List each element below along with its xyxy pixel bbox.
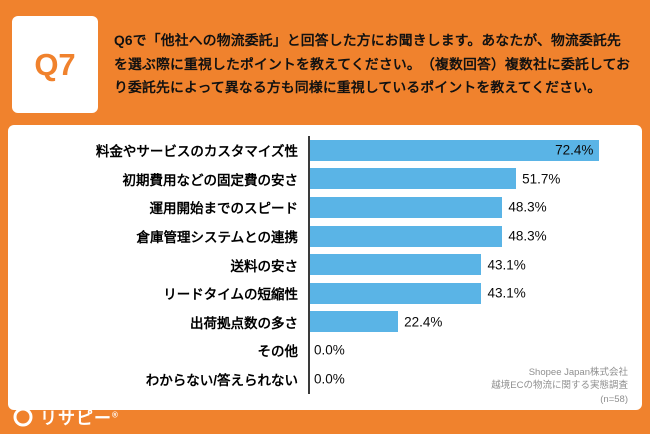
chart-row: 運用開始までのスピード 48.3% bbox=[8, 193, 630, 222]
chart-rows: 料金やサービスのカスタマイズ性 72.4% 初期費用などの固定費の安さ 51.7% 運用… bbox=[8, 136, 630, 393]
bar bbox=[308, 168, 517, 190]
question-number: Q7 bbox=[34, 46, 76, 82]
category-label: 料金やサービスのカスタマイズ性 bbox=[95, 144, 298, 160]
source-line-2: 越境ECの物流に関する実態調査 bbox=[491, 380, 628, 392]
value-label: 43.1% bbox=[487, 257, 526, 273]
bar bbox=[308, 254, 482, 276]
question-text: Q6で「他社への物流委託」と回答した方にお聞きします。あなたが、物流委託先を選ぶ… bbox=[114, 32, 631, 96]
category-label: その他 bbox=[257, 344, 299, 360]
value-label: 43.1% bbox=[487, 285, 526, 301]
bar-track: 43.1% bbox=[308, 282, 630, 304]
bar-track: 22.4% bbox=[308, 311, 630, 333]
logo-icon bbox=[12, 406, 34, 428]
category-label: 倉庫管理システムとの連携 bbox=[136, 230, 298, 246]
chart-row: 出荷拠点数の多さ 22.4% bbox=[8, 308, 630, 337]
value-label: 0.0% bbox=[314, 371, 345, 387]
value-label: 22.4% bbox=[404, 314, 443, 330]
logo-text: リサピー® bbox=[40, 409, 119, 428]
bar-track: 72.4% bbox=[308, 139, 630, 161]
question-number-box: Q7 bbox=[12, 16, 98, 113]
bar bbox=[308, 225, 503, 247]
chart-row: 送料の安さ 43.1% bbox=[8, 250, 630, 279]
category-label: 送料の安さ bbox=[230, 258, 299, 274]
value-label: 48.3% bbox=[508, 228, 547, 244]
chart-axis-line bbox=[308, 136, 310, 394]
bar-track: 0.0% bbox=[308, 340, 630, 361]
bar bbox=[308, 311, 399, 333]
bar bbox=[308, 139, 600, 161]
bar-track: 51.7% bbox=[308, 168, 630, 190]
source-note: Shopee Japan株式会社 越境ECの物流に関する実態調査 (n=58) bbox=[491, 366, 628, 406]
chart-panel: 料金やサービスのカスタマイズ性 72.4% 初期費用などの固定費の安さ 51.7% 運用… bbox=[8, 125, 642, 410]
chart-row: リードタイムの短縮性 43.1% bbox=[8, 279, 630, 308]
source-line-1: Shopee Japan株式会社 bbox=[528, 367, 628, 379]
brand-footer: リサピー® bbox=[12, 404, 119, 429]
bar bbox=[308, 282, 482, 304]
bar-track: 0.0% bbox=[308, 369, 630, 390]
chart-row: 初期費用などの固定費の安さ 51.7% bbox=[8, 165, 630, 194]
category-label: 初期費用などの固定費の安さ bbox=[122, 172, 299, 188]
value-label: 0.0% bbox=[314, 342, 345, 358]
bar-track: 43.1% bbox=[308, 254, 630, 276]
category-label: 運用開始までのスピード bbox=[149, 201, 299, 217]
bar-track: 48.3% bbox=[308, 196, 630, 218]
category-label: リードタイムの短縮性 bbox=[163, 287, 298, 303]
chart-row: 倉庫管理システムとの連携 48.3% bbox=[8, 222, 630, 251]
chart-row: わからない/答えられない 0.0% bbox=[8, 365, 630, 394]
value-label: 51.7% bbox=[522, 171, 561, 187]
source-line-3: (n=58) bbox=[600, 393, 628, 405]
bar-track: 48.3% bbox=[308, 225, 630, 247]
category-label: わからない/答えられない bbox=[145, 373, 298, 389]
bar bbox=[308, 196, 503, 218]
question-header: Q7 Q6で「他社への物流委託」と回答した方にお聞きします。あなたが、物流委託先… bbox=[0, 0, 650, 118]
logo-registered-mark: ® bbox=[112, 410, 119, 420]
value-label: 48.3% bbox=[508, 199, 547, 215]
category-label: 出荷拠点数の多さ bbox=[190, 315, 298, 331]
chart-row: 料金やサービスのカスタマイズ性 72.4% bbox=[8, 136, 630, 165]
chart-row: その他 0.0% bbox=[8, 336, 630, 365]
value-label: 72.4% bbox=[555, 142, 594, 158]
